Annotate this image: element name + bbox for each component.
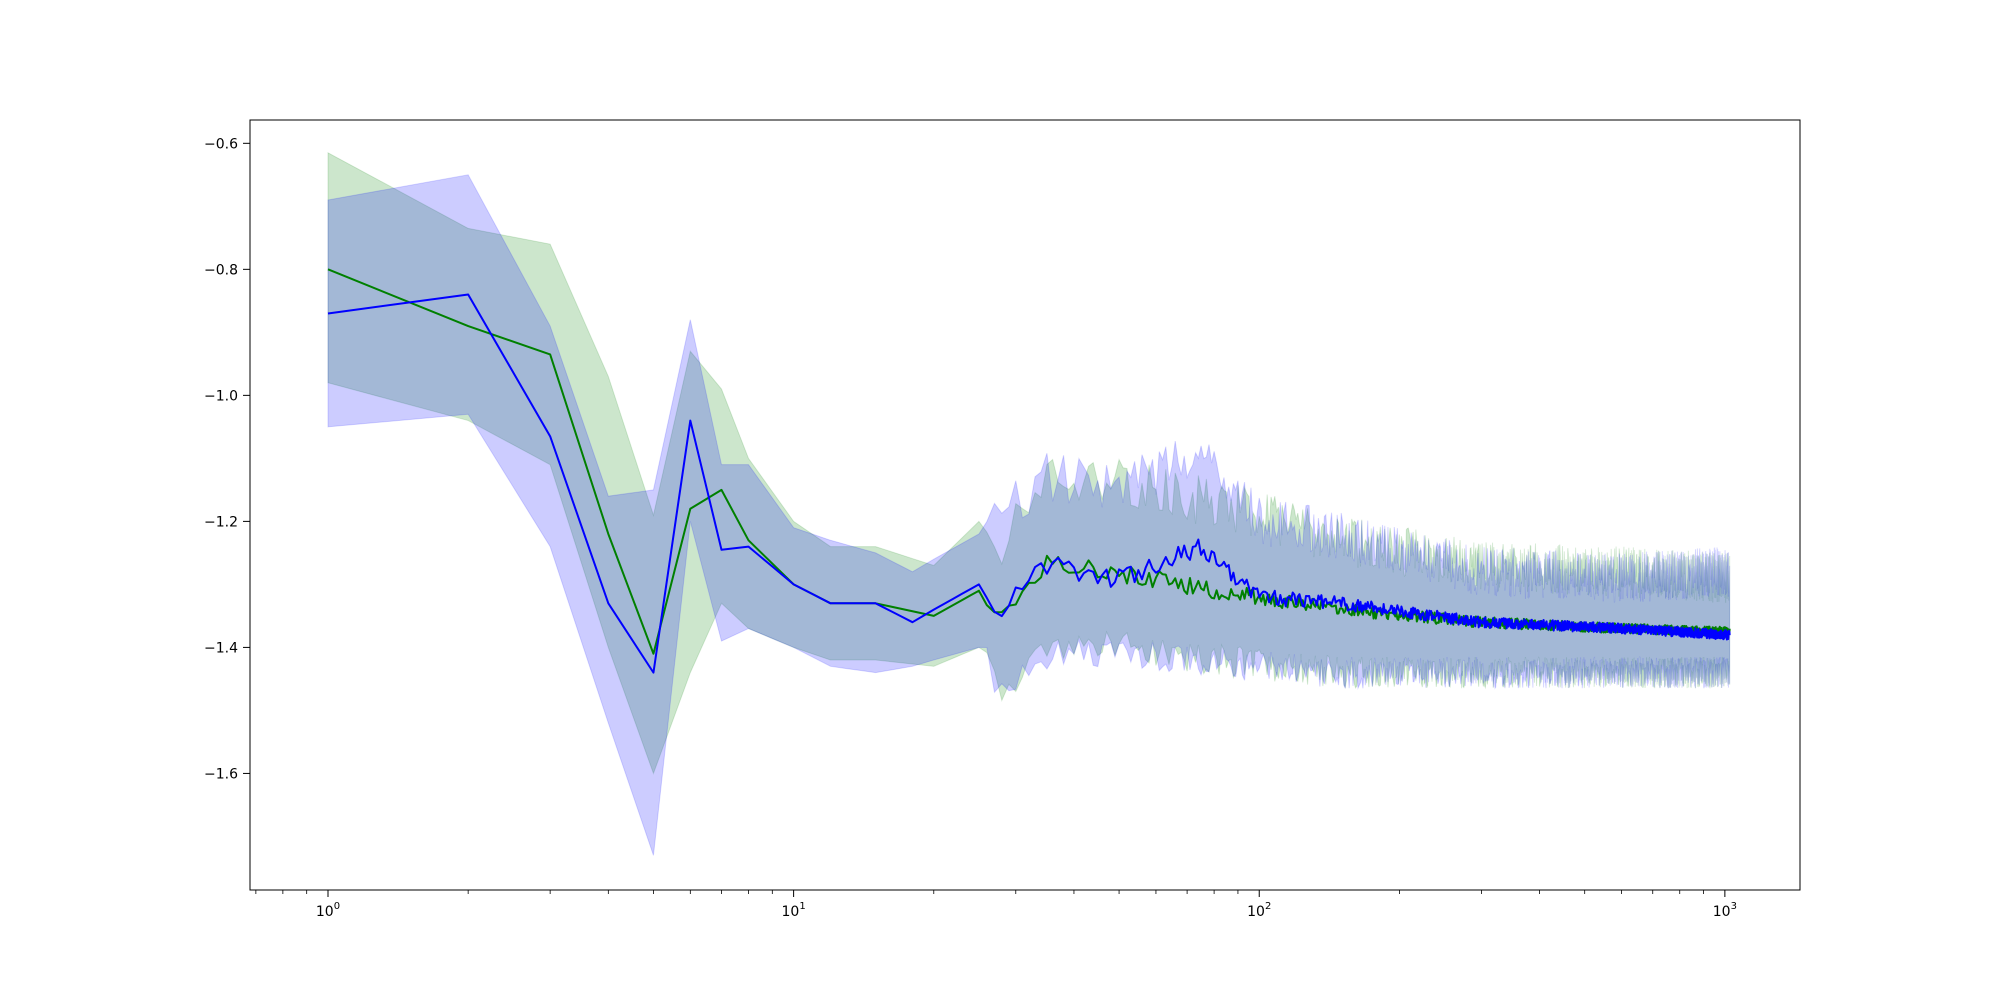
plot-frame xyxy=(249,119,1801,891)
y-axis: −0.6 −0.8 −1.0 −1.2 −1.4 −1.6 xyxy=(204,136,250,782)
x-axis: 100 101 102 103 xyxy=(255,890,1737,920)
y-tick-label: −0.8 xyxy=(204,262,238,278)
y-tick-label: −1.6 xyxy=(204,766,238,782)
x-tick-label: 100 xyxy=(316,901,340,920)
y-tick-label: −1.0 xyxy=(204,388,238,404)
x-tick-label: 101 xyxy=(782,901,806,920)
y-tick-label: −1.2 xyxy=(204,514,238,530)
x-tick-label: 103 xyxy=(1713,901,1737,920)
confidence-band-2 xyxy=(327,174,1731,856)
series-lines xyxy=(327,268,1731,674)
x-tick-label: 102 xyxy=(1247,901,1271,920)
confidence-bands xyxy=(327,151,1731,856)
y-tick-label: −1.4 xyxy=(204,640,238,656)
confidence-band-1 xyxy=(327,151,1731,775)
series-line-2 xyxy=(327,293,1731,674)
y-tick-label: −0.6 xyxy=(204,136,238,152)
